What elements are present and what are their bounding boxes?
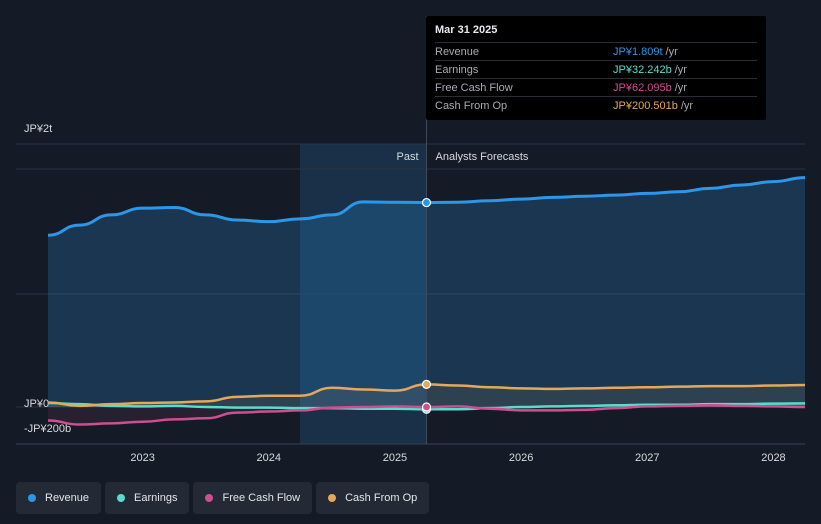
legend-dot-icon [205,494,214,502]
y-tick-label: JP¥2t [24,123,52,135]
data-tooltip: Mar 31 2025 Revenue JP¥1.809t /yr Earnin… [426,16,766,120]
chart-legend: Revenue Earnings Free Cash Flow Cash Fro… [16,482,430,514]
legend-item-revenue[interactable]: Revenue [16,482,102,514]
tooltip-label: Earnings [435,63,479,76]
tooltip-value: JP¥200.501b [613,99,678,112]
hover-point-revenue [421,197,432,208]
legend-dot-icon [28,494,36,502]
legend-item-earnings[interactable]: Earnings [105,482,190,514]
x-tick-label: 2025 [383,452,407,464]
legend-label: Free Cash Flow [222,492,301,504]
tooltip-unit: /yr [674,81,687,94]
x-tick-label: 2027 [635,452,659,464]
tooltip-unit: /yr [665,45,678,58]
tooltip-row-revenue: Revenue JP¥1.809t /yr [435,42,757,60]
tooltip-value: JP¥1.809t [613,45,663,58]
past-label: Past [396,151,418,163]
x-tick-label: 2028 [761,452,785,464]
tooltip-label: Free Cash Flow [435,81,513,94]
y-tick-label: -JP¥200b [24,423,71,435]
x-tick-label: 2023 [130,452,154,464]
tooltip-row-cash-from-op: Cash From Op JP¥200.501b /yr [435,96,757,114]
x-tick-label: 2026 [509,452,533,464]
x-tick-label: 2024 [257,452,281,464]
tooltip-value: JP¥32.242b [613,63,672,76]
tooltip-unit: /yr [680,99,694,112]
tooltip-row-earnings: Earnings JP¥32.242b /yr [435,60,757,78]
hover-point-cash-from-op [421,379,432,389]
tooltip-label: Cash From Op [435,99,508,112]
tooltip-date: Mar 31 2025 [435,24,498,36]
tooltip-value: JP¥62.095b [613,81,672,94]
tooltip-unit: /yr [674,63,687,76]
tooltip-label: Revenue [435,45,480,58]
y-tick-label: JP¥0 [24,398,49,410]
legend-label: Revenue [45,492,90,504]
legend-item-free-cash-flow[interactable]: Free Cash Flow [193,482,313,514]
series-area-free-cash-flow [48,405,805,425]
legend-label: Cash From Op [345,492,418,504]
legend-dot-icon [328,494,337,502]
hover-point-free-cash-flow [421,402,432,412]
legend-dot-icon [117,494,126,502]
legend-label: Earnings [134,492,178,504]
tooltip-row-free-cash-flow: Free Cash Flow JP¥62.095b /yr [435,78,757,96]
forecast-label: Analysts Forecasts [436,151,529,163]
legend-item-cash-from-op[interactable]: Cash From Op [316,482,430,514]
